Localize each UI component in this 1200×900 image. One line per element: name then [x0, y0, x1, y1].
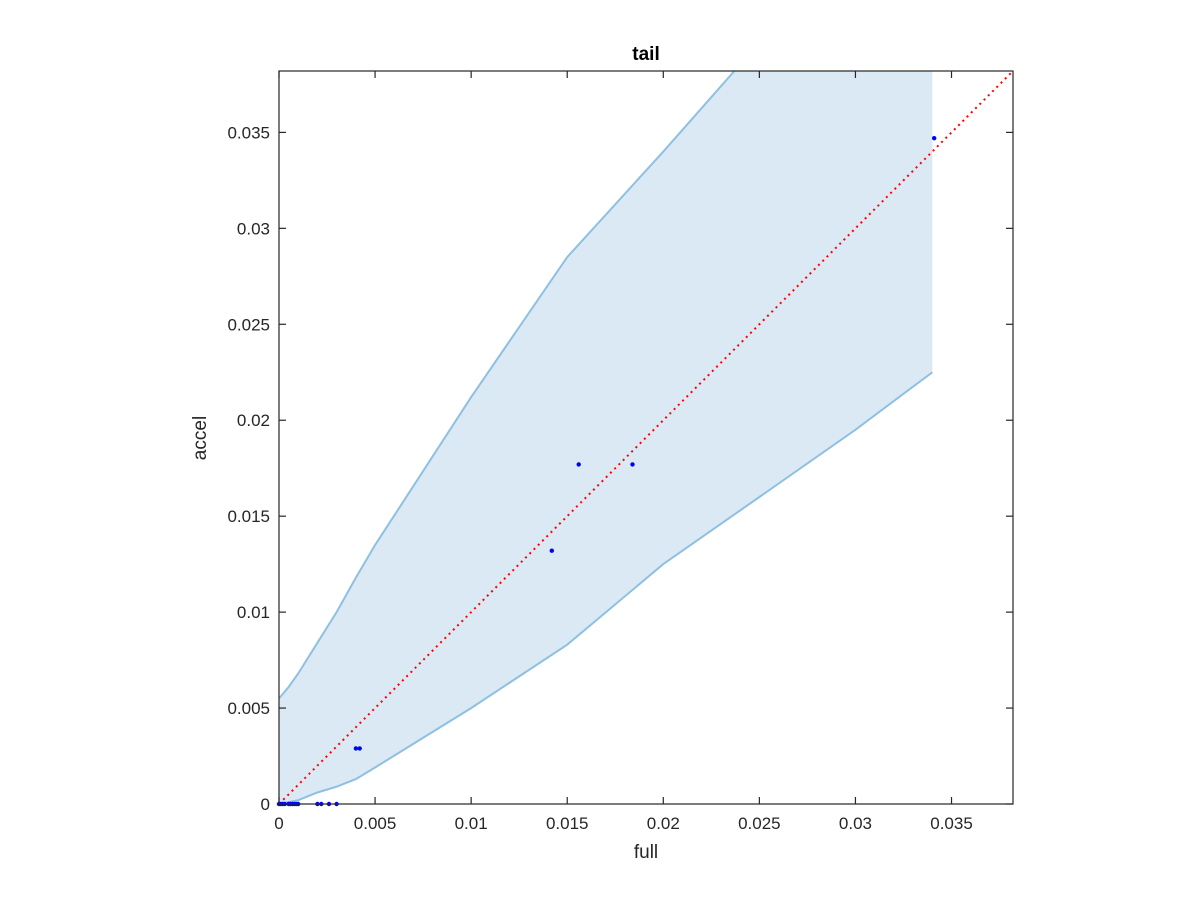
band-upper-edge	[279, 71, 736, 700]
data-point	[353, 746, 359, 751]
x-tick-label: 0	[274, 814, 283, 833]
y-axis-ticks: 0 0.005 0.01 0.015 0.02 0.025 0.03 0.035	[227, 123, 1013, 814]
x-axis-label: full	[634, 842, 658, 863]
reference-line-layer	[279, 71, 1013, 804]
y-tick-label: 0	[261, 795, 270, 814]
y-tick-label: 0.025	[227, 315, 270, 334]
data-point	[630, 462, 635, 467]
x-tick-label: 0.035	[930, 814, 973, 833]
x-axis-ticks: 0 0.005 0.01 0.015 0.02 0.025 0.03 0.035	[274, 71, 973, 833]
data-point	[932, 136, 937, 141]
confidence-band	[279, 71, 933, 804]
y-tick-label: 0.01	[237, 603, 270, 622]
data-point	[576, 462, 581, 467]
x-tick-label: 0.03	[839, 814, 872, 833]
data-point	[357, 746, 362, 751]
plot-frame	[278, 70, 1014, 805]
y-tick-label: 0.015	[227, 507, 270, 526]
x-tick-label: 0.015	[546, 814, 589, 833]
x-tick-label: 0.005	[354, 814, 397, 833]
x-tick-label: 0.025	[738, 814, 781, 833]
data-point	[549, 548, 554, 553]
y-tick-label: 0.02	[237, 411, 270, 430]
y-tick-label: 0.03	[237, 219, 270, 238]
axes	[278, 70, 1014, 805]
chart-title: tail	[632, 44, 659, 65]
y-axis-label: accel	[190, 416, 211, 460]
band-fill	[279, 71, 933, 804]
y-tick-label: 0.035	[227, 123, 270, 142]
band-lower-edge	[279, 371, 933, 804]
x-tick-label: 0.02	[647, 814, 680, 833]
y-tick-label: 0.005	[227, 699, 270, 718]
x-tick-label: 0.01	[455, 814, 488, 833]
reference-line	[279, 71, 1013, 804]
